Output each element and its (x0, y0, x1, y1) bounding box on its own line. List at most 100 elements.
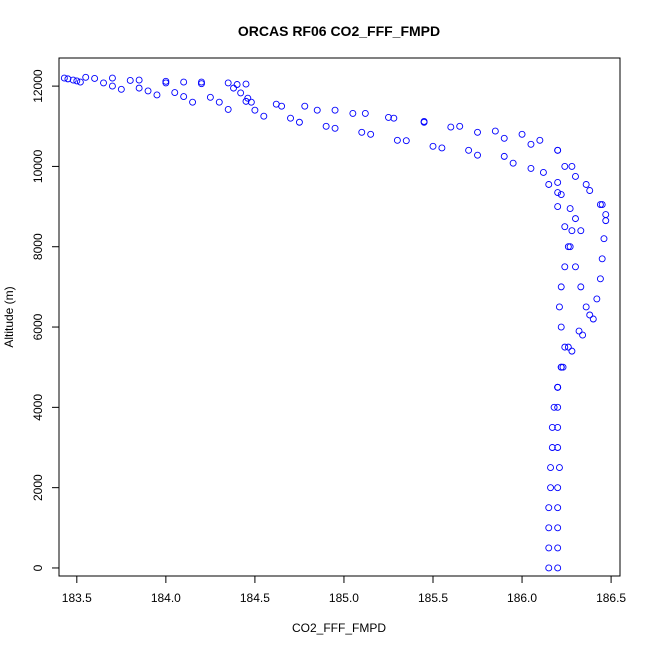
data-point (135, 76, 143, 84)
data-point (230, 84, 237, 92)
data-point (559, 363, 567, 371)
data-point (602, 211, 610, 219)
data-point (575, 327, 583, 335)
data-point (564, 243, 572, 251)
data-point (206, 93, 214, 101)
data-point (180, 93, 188, 100)
data-point (260, 112, 268, 120)
data-point (189, 98, 197, 106)
data-point (331, 124, 339, 132)
data-point (554, 179, 562, 186)
data-point (237, 89, 245, 97)
data-point (527, 164, 535, 172)
data-points (60, 73, 610, 572)
data-point (108, 74, 116, 82)
data-point (579, 331, 587, 339)
data-point (474, 128, 481, 136)
data-point (69, 76, 77, 84)
data-point (589, 315, 597, 323)
data-point (596, 275, 604, 283)
data-point (548, 423, 556, 431)
data-point (568, 162, 576, 170)
data-point (577, 283, 585, 291)
data-point (287, 114, 294, 122)
data-point (242, 80, 250, 88)
data-point (242, 97, 250, 105)
data-point (561, 162, 569, 170)
data-point (385, 113, 392, 121)
data-point (447, 123, 455, 131)
y-tick-label: 6000 (31, 313, 45, 340)
data-point (586, 311, 594, 319)
data-point (171, 89, 179, 96)
data-point (429, 142, 437, 150)
data-point (456, 122, 464, 130)
data-point (224, 79, 232, 87)
data-point (555, 464, 563, 472)
data-point (596, 201, 604, 209)
data-point (554, 403, 562, 411)
data-point (500, 134, 508, 142)
data-point (554, 444, 562, 451)
data-point (555, 303, 563, 311)
data-point (162, 79, 170, 87)
data-point (557, 363, 565, 371)
data-point (393, 136, 401, 144)
data-point (550, 403, 558, 411)
data-point (598, 255, 606, 263)
data-point (545, 181, 553, 188)
data-point (247, 98, 255, 106)
data-point (554, 524, 562, 532)
data-point (561, 223, 569, 231)
data-point (420, 117, 428, 125)
data-point (600, 235, 608, 243)
data-point (144, 87, 152, 95)
data-point (536, 136, 544, 144)
plot-frame (58, 57, 621, 577)
data-point (322, 122, 330, 130)
data-point (251, 106, 259, 114)
y-axis: 0 2000 4000 6000 8000 10000 12000 (31, 69, 59, 571)
y-axis-label: Altitude (m) (2, 286, 16, 347)
data-point (554, 544, 562, 552)
x-tick-label: 185.0 (329, 591, 359, 605)
data-point (548, 444, 556, 451)
data-point (545, 504, 553, 512)
data-point (100, 79, 107, 87)
data-point (180, 78, 188, 86)
data-point (349, 109, 357, 117)
data-point (331, 106, 339, 114)
x-tick-label: 184.5 (240, 591, 270, 605)
data-point (572, 263, 579, 271)
data-point (602, 217, 610, 225)
data-point (557, 191, 565, 198)
chart-title: ORCAS RF06 CO2_FFF_FMPD (238, 23, 440, 39)
data-point (586, 187, 594, 194)
data-point (582, 303, 590, 311)
data-point (438, 144, 446, 152)
data-point (301, 102, 309, 110)
y-tick-label: 12000 (31, 69, 45, 103)
data-point (60, 74, 68, 82)
x-tick-label: 186.0 (507, 591, 537, 605)
y-tick-label: 8000 (31, 233, 45, 260)
data-point (313, 106, 321, 114)
data-point (554, 484, 562, 492)
data-point (554, 383, 562, 391)
data-point (598, 201, 606, 209)
data-point (76, 78, 84, 86)
data-point (554, 564, 562, 572)
data-point (126, 77, 134, 84)
data-point (153, 91, 161, 99)
data-point (554, 189, 562, 196)
y-tick-label: 10000 (31, 149, 45, 183)
x-axis-label: CO2_FFF_FMPD (292, 621, 386, 635)
data-point (135, 84, 143, 92)
data-point (518, 130, 526, 138)
data-point (215, 98, 223, 106)
data-point (82, 73, 90, 81)
data-point (572, 215, 579, 223)
data-point (73, 77, 81, 85)
data-point (233, 81, 241, 88)
